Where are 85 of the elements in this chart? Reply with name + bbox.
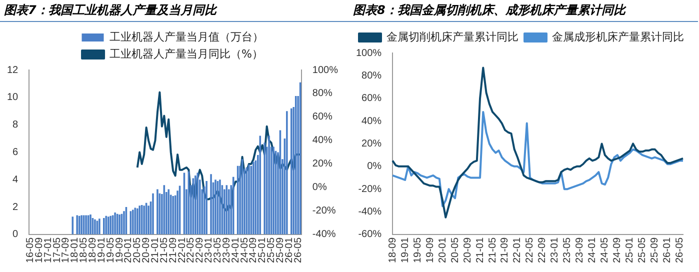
x-tick-label: 19-05 (105, 236, 116, 263)
legend-label: 工业机器人产量当月值（万台） (109, 30, 264, 44)
y-tick-label: 10 (7, 92, 19, 104)
y-tick-label: 80% (362, 70, 382, 82)
x-tick-label: 24-01 (587, 236, 598, 263)
x-tick-label: 19-05 (412, 236, 424, 263)
x-tick-label: 20-01 (123, 236, 134, 263)
x-tick-label: 20-09 (462, 236, 474, 263)
x-tick-label: 21-05 (158, 236, 170, 263)
x-tick-label: 22-09 (537, 236, 548, 263)
x-tick-label: 17-01 (42, 236, 54, 263)
x-tick-label: 26-05 (674, 236, 686, 263)
x-tick-label: 24-09 (248, 236, 260, 263)
x-tick-label: 22-05 (524, 236, 536, 263)
y-tick-label: 0% (367, 161, 382, 172)
x-tick-label: 21-05 (487, 236, 498, 263)
x-tick-label: 24-05 (600, 236, 611, 263)
x-tick-label: 22-09 (194, 236, 206, 263)
x-tick-label: 21-01 (474, 236, 486, 263)
x-tick-label: 25-05 (266, 236, 278, 263)
y-tick-label: -40% (358, 206, 382, 218)
x-tick-label: 23-09 (221, 236, 232, 263)
y2-tick-label: 60% (312, 112, 333, 123)
y-tick-label: 0 (12, 229, 19, 240)
x-tick-label: 22-05 (186, 236, 197, 263)
x-tick-label: 26-01 (662, 236, 674, 263)
x-tick-label: 23-05 (212, 236, 224, 263)
x-tick-label: 24-01 (230, 236, 242, 263)
y2-tick-label: -40% (312, 229, 336, 240)
x-tick-label: 17-05 (52, 236, 63, 263)
x-tick-label: 18-01 (70, 236, 81, 263)
x-tick-label: 23-01 (550, 236, 561, 263)
x-tick-label: 16-05 (24, 236, 36, 263)
y-tick-label: 8 (12, 120, 19, 131)
y-tick-label: -60% (358, 229, 382, 240)
x-tick-label: 24-09 (612, 236, 624, 263)
x-tick-label: 25-01 (257, 236, 268, 263)
x-tick-label: 19-01 (400, 236, 411, 263)
x-tick-label: 16-09 (34, 236, 45, 263)
y-tick-label: -20% (358, 184, 382, 195)
x-tick-label: 20-05 (450, 236, 461, 263)
x-tick-label: 19-09 (114, 236, 126, 263)
y2-tick-label: 20% (312, 158, 333, 170)
chart-title: 图表8：我国金属切削机床、成形机床产量累计同比 (349, 0, 698, 22)
x-tick-label: 21-09 (500, 236, 511, 263)
y2-tick-label: -20% (312, 206, 336, 217)
x-tick-label: 26-05 (292, 236, 304, 263)
x-tick-label: 20-05 (132, 236, 144, 263)
x-tick-label: 25-05 (637, 236, 648, 263)
x-tick-label: 25-09 (274, 236, 286, 263)
x-tick-label: 23-09 (574, 236, 586, 263)
x-tick-label: 20-09 (141, 236, 152, 263)
legend-label: 工业机器人产量当月同比（%） (110, 47, 263, 60)
x-tick-label: 21-01 (150, 236, 161, 263)
y-tick-label: 20% (362, 138, 382, 150)
y-tick-label: 40% (362, 116, 382, 127)
x-tick-label: 18-09 (87, 236, 98, 263)
x-tick-label: 18-05 (78, 236, 90, 263)
legend-label: 金属成形机床产量累计同比 (552, 30, 684, 44)
y-tick-label: 2 (12, 202, 19, 213)
x-tick-label: 17-09 (60, 236, 72, 263)
x-tick-label: 20-01 (437, 236, 448, 263)
y-tick-label: 60% (362, 93, 382, 104)
x-tick-label: 23-05 (562, 236, 574, 263)
x-tick-label: 22-01 (176, 236, 188, 263)
y-tick-label: 4 (12, 174, 19, 186)
y-tick-label: 100% (356, 48, 382, 59)
x-tick-label: 26-01 (284, 236, 295, 263)
x-tick-label: 18-09 (387, 236, 398, 263)
y2-tick-label: 100% (312, 64, 338, 76)
legend-label: 金属切削机床产量累计同比 (386, 30, 518, 44)
x-tick-label: 19-09 (424, 236, 436, 263)
y2-tick-label: 0% (312, 182, 327, 194)
x-tick-label: 21-09 (168, 236, 179, 263)
x-tick-label: 19-01 (96, 236, 108, 263)
x-tick-label: 25-01 (624, 236, 636, 263)
x-tick-label: 25-09 (650, 236, 661, 263)
x-tick-label: 22-01 (512, 236, 524, 263)
y2-tick-label: 80% (312, 88, 333, 100)
x-tick-label: 24-05 (239, 236, 250, 263)
y2-tick-label: 40% (312, 135, 333, 146)
y-tick-label: 6 (12, 146, 19, 158)
x-tick-label: 23-01 (204, 236, 215, 263)
chart-title: 图表7：我国工业机器人产量及当月同比 (0, 0, 349, 22)
y-tick-label: 12 (7, 64, 19, 76)
